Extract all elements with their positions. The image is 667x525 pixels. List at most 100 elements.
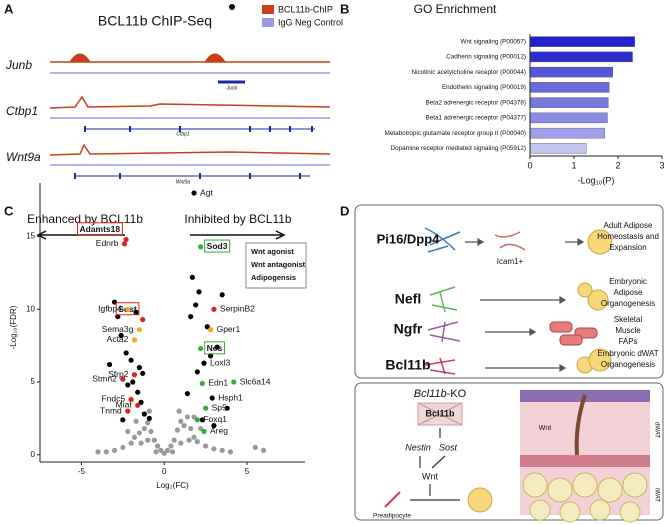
point [135, 389, 141, 395]
diagram-frames [354, 204, 664, 521]
tissue-layer: iWAT [653, 488, 659, 502]
point-label: Ednrb [96, 238, 119, 248]
legend-label: Adipogensis [251, 273, 296, 282]
point [199, 380, 205, 387]
bar [529, 66, 613, 78]
point [199, 417, 205, 423]
point [219, 447, 225, 453]
point-label: Igfbp4 [98, 304, 122, 314]
point [231, 379, 237, 385]
point [211, 306, 217, 312]
track-name: Ctbp1 [6, 104, 38, 118]
population-label: Bcl11b [385, 357, 430, 373]
category-label: Cadherin signaling (P00012) [446, 54, 526, 61]
arrow [190, 230, 286, 240]
point [136, 364, 142, 371]
point [214, 344, 220, 350]
point [128, 357, 134, 363]
point [153, 449, 159, 455]
point [106, 361, 113, 368]
x-axis-label: Log₂(FC) [156, 481, 189, 490]
point-label: Edn1 [208, 378, 228, 388]
diagram-icons [384, 227, 650, 523]
y-tick-label: 15 [26, 232, 35, 241]
ko-title-gene: Bcl11b [414, 388, 447, 400]
point-label: Acta2 [107, 334, 129, 344]
point [184, 414, 191, 420]
x-tick-label: 2 [615, 160, 620, 170]
point [198, 345, 204, 352]
bar [529, 97, 609, 108]
point [188, 313, 194, 320]
point [224, 405, 230, 411]
outcome-text: FAPs [618, 337, 637, 346]
point-label: Stmn2 [92, 373, 117, 383]
point [145, 420, 151, 426]
point [260, 447, 267, 453]
point [123, 236, 129, 243]
gene-label: Ctbp1 [176, 131, 190, 137]
point [164, 447, 171, 453]
label-box [204, 239, 231, 253]
point [191, 434, 197, 440]
point [95, 449, 101, 455]
x-axis-label: -Log₁₀(P) [578, 175, 615, 185]
category-label: Wnt signaling (P00057) [461, 38, 526, 45]
point-label: Fndc5 [101, 394, 125, 404]
point-label: Sp5 [212, 402, 227, 412]
point [181, 423, 187, 429]
point [145, 437, 151, 443]
point [140, 370, 146, 376]
point-label: Areg [210, 426, 228, 436]
outcome-text: Homeostasis and [597, 232, 659, 241]
x-tick-label: 0 [162, 467, 167, 476]
point [120, 444, 126, 451]
point-label: Foxq1 [203, 414, 227, 424]
x-tick-label: 5 [245, 467, 250, 476]
bar [529, 143, 587, 154]
point [211, 423, 217, 429]
point [191, 190, 197, 196]
point-label: Gper1 [217, 324, 241, 334]
annotation: Inhibited by BCL11b [184, 212, 292, 226]
legend-box [245, 242, 307, 289]
point-label: Tnmd [100, 405, 122, 415]
point [111, 447, 118, 453]
y-tick-label: 0 [31, 450, 36, 459]
point [130, 379, 136, 385]
legend-label: Wnt antagonist [251, 260, 306, 269]
y-tick-label: 5 [31, 377, 36, 386]
point-label: Sfrp2 [108, 369, 129, 379]
point-label: Slc6a14 [240, 376, 271, 386]
ko-node: Sost [439, 442, 458, 452]
chip-title: BCL11b ChIP-Seq [98, 13, 212, 29]
gene-label: Wnt9a [176, 179, 191, 185]
outcome-text: Embryonic dWAT [597, 349, 658, 358]
point [115, 313, 121, 320]
ko-node: Wnt [422, 471, 439, 481]
bar [529, 36, 635, 47]
point [176, 408, 182, 414]
intermediate-label: Icam1+ [497, 257, 524, 266]
point [133, 309, 139, 315]
ko-node: Nestin [405, 442, 431, 452]
point [196, 289, 202, 295]
point [136, 430, 142, 436]
category-label: Metabotropic glutamate receptor group II… [385, 130, 526, 137]
ko-title-suffix: -KO [447, 388, 467, 400]
cell-label: Preadipocyte [373, 513, 411, 520]
legend-label: BCL11b-ChIP [278, 4, 333, 14]
outcome-text: Expansion [609, 243, 646, 252]
point [138, 440, 144, 446]
point [207, 353, 214, 359]
category-label: Beta1 adrenergic receptor (P04377) [426, 115, 526, 122]
point-label: Nes [207, 343, 223, 353]
point [154, 443, 161, 449]
point [118, 332, 124, 339]
point [123, 350, 129, 356]
point [203, 405, 209, 411]
legend-label: IgG Neg Control [278, 17, 343, 27]
knocked-gene: Bcl11b [425, 408, 455, 418]
point [141, 425, 147, 432]
